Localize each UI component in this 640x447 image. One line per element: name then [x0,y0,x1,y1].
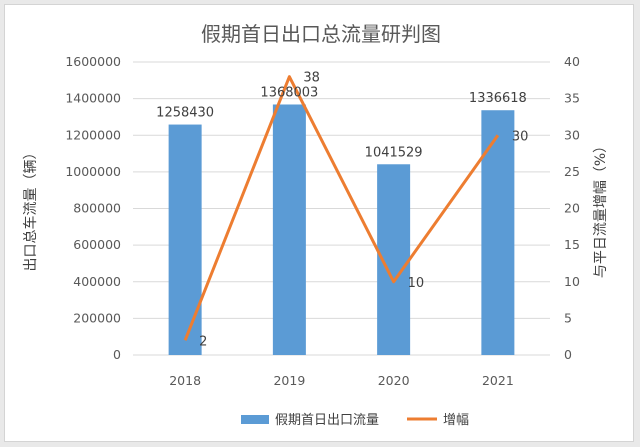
combo-chart: 假期首日出口总流量研判图 1258430 1368003 1041529 133661… [22,22,609,428]
bar-value-label: 1368003 [260,85,318,100]
y-right-tick-label: 25 [564,164,580,179]
bar-value-label: 1258430 [156,106,214,121]
y-left-tick-label: 1400000 [65,91,121,106]
y-left-tick-label: 0 [113,347,121,362]
legend-line-label: 增幅 [443,413,469,428]
y-axis-right-label: 与平日流量增幅（%） [593,139,609,278]
y-left-tick-label: 1000000 [65,164,121,179]
line-value-label: 30 [512,129,529,144]
bar-series [168,104,515,355]
bar[interactable] [168,124,202,355]
gridlines [133,61,550,356]
bar[interactable] [481,110,515,355]
y-axis-left-label: 出口总车流量（辆） [22,146,39,272]
y-left-tick-label: 400000 [73,274,121,289]
line-value-label: 2 [199,334,207,349]
legend-bar-label: 假期首日出口流量 [275,413,379,428]
y-right-tick-label: 30 [564,127,580,142]
y-right-tick-label: 35 [564,91,580,106]
y-right-tick-label: 10 [564,274,580,289]
y-left-tick-label: 800000 [73,201,121,216]
bar-value-label: 1336618 [469,91,527,106]
y-right-tick-label: 40 [564,54,580,69]
y-right-tick-label: 20 [564,201,580,216]
line-series [183,75,500,341]
legend[interactable]: 假期首日出口流量 增幅 [241,413,469,428]
data-labels: 1258430 1368003 1041529 1336618 2 38 10 30 [156,71,528,350]
y-left-tick-label: 600000 [73,237,121,252]
x-tick-label: 2020 [378,373,410,388]
legend-bar-swatch [241,415,269,424]
chart-title: 假期首日出口总流量研判图 [201,22,441,46]
line-value-label: 38 [303,71,320,86]
x-tick-label: 2018 [169,373,201,388]
y-left-tick-label: 200000 [73,310,121,325]
bar[interactable] [272,104,306,355]
bar-value-label: 1041529 [365,145,423,160]
y-left-tick-label: 1200000 [65,127,121,142]
y-right-tick-label: 0 [564,347,572,362]
line-value-label: 10 [408,276,425,291]
y-right-tick-label: 15 [564,237,580,252]
x-tick-label: 2021 [482,373,514,388]
line-path[interactable] [183,75,500,341]
chart-frame: 假期首日出口总流量研判图 1258430 1368003 1041529 133661… [4,4,634,442]
y-right-tick-label: 5 [564,310,572,325]
axis-ticks: 0 0 200000 5 400000 10 600000 15 800000 20 1000000… [65,54,580,388]
y-left-tick-label: 1600000 [65,54,121,69]
x-tick-label: 2019 [273,373,305,388]
